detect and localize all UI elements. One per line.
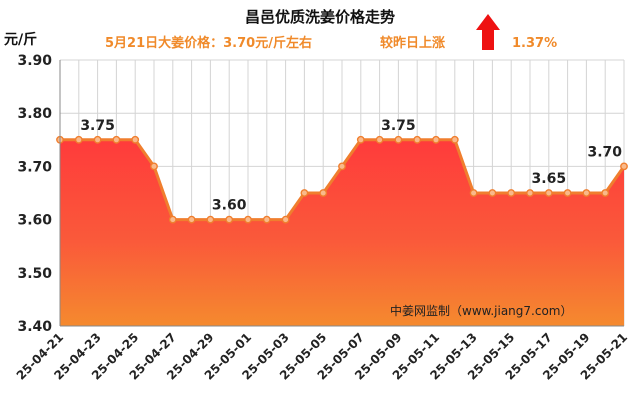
price-markers: [56, 135, 628, 224]
y-tick-label: 3.50: [17, 266, 52, 282]
data-point: [112, 135, 121, 144]
y-tick-label: 3.70: [17, 159, 52, 175]
data-label: 3.60: [212, 198, 247, 214]
x-axis-ticks: 25-04-2125-04-2325-04-2525-04-2725-04-29…: [14, 330, 630, 382]
data-point: [150, 162, 158, 171]
y-tick-label: 3.90: [17, 53, 52, 69]
up-arrow-icon: [476, 14, 500, 50]
chart-title: 昌邑优质洗姜价格走势: [245, 8, 395, 26]
y-axis-ticks: 3.40 3.50 3.60 3.70 3.80 3.90: [17, 53, 52, 335]
data-point: [131, 135, 140, 144]
data-point: [620, 162, 628, 171]
data-point: [526, 189, 534, 197]
subtitle-change-label: 较昨日上涨: [380, 35, 445, 51]
data-point: [187, 215, 196, 224]
data-point: [450, 135, 459, 144]
data-point: [601, 189, 610, 197]
data-point: [262, 215, 271, 224]
data-point: [563, 189, 572, 197]
price-area: [60, 139, 624, 326]
data-point: [338, 162, 346, 171]
data-point: [356, 135, 365, 144]
data-label: 3.75: [80, 118, 115, 134]
data-point: [319, 189, 328, 197]
y-tick-label: 3.80: [17, 106, 52, 122]
y-tick-label: 3.60: [17, 213, 52, 229]
data-point: [413, 135, 422, 144]
y-unit-label: 元/斤: [4, 31, 37, 48]
subtitle-price: 5月21日大姜价格：3.70元/斤左右: [105, 35, 312, 51]
data-point: [375, 135, 384, 144]
data-point: [225, 215, 234, 224]
data-point: [488, 189, 497, 197]
data-label: 3.70: [587, 144, 622, 160]
data-point: [74, 135, 83, 144]
data-point: [244, 215, 252, 224]
data-labels: 3.75 3.60 3.75 3.65 3.70: [80, 118, 622, 214]
data-point: [507, 189, 516, 197]
data-label: 3.65: [532, 171, 567, 187]
subtitle-change-value: 1.37%: [512, 36, 557, 51]
data-point: [206, 215, 215, 224]
data-point: [300, 189, 309, 197]
data-point: [168, 215, 177, 224]
data-point: [394, 135, 403, 144]
data-point: [432, 135, 440, 144]
data-point: [544, 189, 553, 197]
data-point: [281, 215, 290, 224]
data-label: 3.75: [381, 118, 416, 134]
watermark: 中姜网监制（www.jiang7.com）: [390, 303, 572, 318]
y-tick-label: 3.40: [17, 319, 52, 335]
data-point: [582, 189, 591, 197]
data-point: [93, 135, 102, 144]
data-point: [469, 189, 478, 197]
